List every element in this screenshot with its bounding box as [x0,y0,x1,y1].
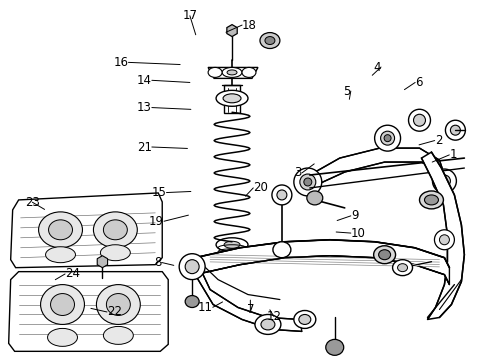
Text: 2: 2 [434,134,441,147]
Ellipse shape [272,242,290,258]
Ellipse shape [424,195,438,205]
Text: 5: 5 [343,85,350,98]
Ellipse shape [254,315,280,334]
Ellipse shape [223,94,241,103]
Ellipse shape [445,120,465,140]
Ellipse shape [261,319,274,330]
Ellipse shape [380,131,394,145]
Text: 18: 18 [242,19,256,32]
Ellipse shape [271,185,291,205]
Ellipse shape [179,254,204,280]
Ellipse shape [216,90,247,106]
Ellipse shape [419,191,443,209]
Text: 4: 4 [373,60,380,73]
Ellipse shape [216,238,247,252]
Ellipse shape [224,241,240,248]
Polygon shape [208,67,258,78]
Polygon shape [9,272,168,351]
Text: 6: 6 [414,76,422,89]
Text: 17: 17 [182,9,197,22]
Ellipse shape [431,169,455,193]
Text: 20: 20 [253,181,267,194]
Ellipse shape [208,67,222,77]
Ellipse shape [306,191,322,205]
Ellipse shape [260,32,279,49]
Text: 11: 11 [198,301,212,314]
Ellipse shape [185,296,199,307]
Ellipse shape [397,264,407,272]
Ellipse shape [373,246,395,264]
Text: 7: 7 [246,303,254,316]
Text: 15: 15 [151,186,166,199]
Ellipse shape [103,327,133,345]
Ellipse shape [378,250,390,260]
Ellipse shape [242,67,255,77]
Text: 16: 16 [113,56,128,69]
Ellipse shape [407,109,429,131]
Ellipse shape [48,220,72,240]
Ellipse shape [264,37,274,45]
Text: 21: 21 [137,140,152,153]
Ellipse shape [303,178,311,186]
Text: 14: 14 [137,74,152,87]
Text: 23: 23 [25,196,40,209]
Text: 13: 13 [137,101,152,114]
Polygon shape [195,258,301,332]
Ellipse shape [293,168,321,196]
Text: 12: 12 [265,310,281,323]
Polygon shape [97,256,107,268]
Ellipse shape [93,212,137,248]
Ellipse shape [39,212,82,248]
Ellipse shape [438,175,449,187]
Text: 8: 8 [154,256,161,269]
Ellipse shape [103,220,127,240]
Ellipse shape [222,67,242,77]
Ellipse shape [226,70,237,75]
Ellipse shape [383,135,390,141]
Ellipse shape [449,125,459,135]
Ellipse shape [413,114,425,126]
Ellipse shape [100,245,130,261]
Ellipse shape [276,190,286,200]
Ellipse shape [50,293,74,315]
Text: 10: 10 [350,226,365,239]
Polygon shape [421,152,464,319]
Ellipse shape [96,285,140,324]
Ellipse shape [45,247,75,263]
Text: 19: 19 [149,215,163,228]
Polygon shape [11,193,162,268]
Ellipse shape [433,230,453,250]
Polygon shape [309,148,444,188]
Text: 1: 1 [448,148,456,161]
Ellipse shape [325,339,343,355]
Ellipse shape [298,315,310,324]
Polygon shape [224,85,240,113]
Polygon shape [195,240,448,285]
Text: 9: 9 [350,210,358,222]
Ellipse shape [47,328,77,346]
Ellipse shape [392,260,412,276]
Ellipse shape [299,174,315,190]
Text: 3: 3 [294,166,302,179]
Text: 22: 22 [107,306,122,319]
Ellipse shape [293,310,315,328]
Polygon shape [226,24,237,37]
Ellipse shape [374,125,400,151]
Text: 24: 24 [65,267,80,280]
Ellipse shape [185,260,199,274]
Ellipse shape [106,293,130,315]
Ellipse shape [439,235,448,245]
Ellipse shape [41,285,84,324]
